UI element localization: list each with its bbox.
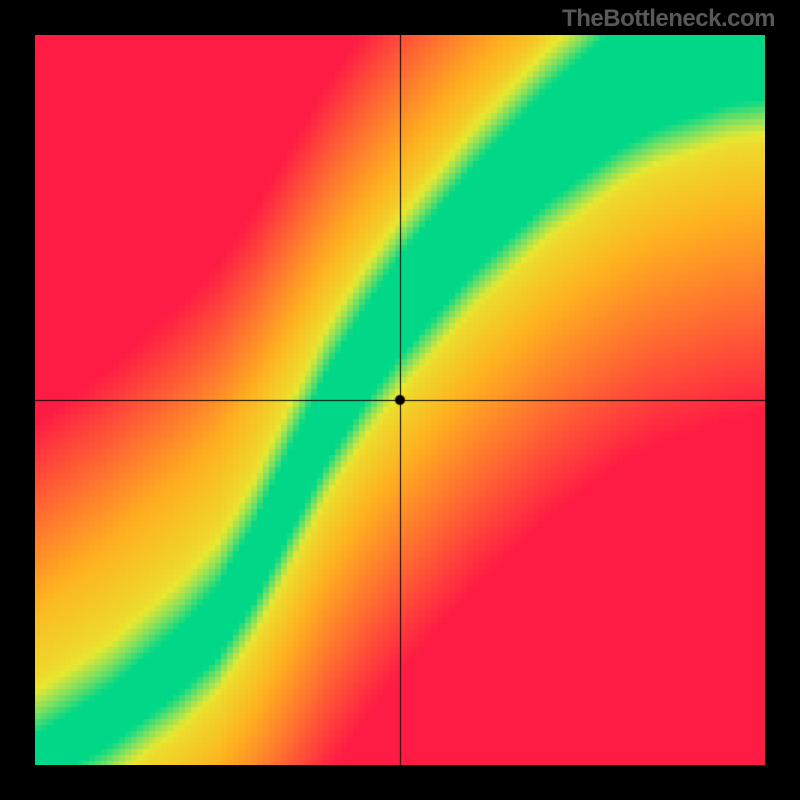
watermark-text: TheBottleneck.com	[562, 5, 775, 33]
heatmap-canvas	[35, 35, 765, 765]
figure-root: TheBottleneck.com	[0, 0, 800, 800]
plot-area	[35, 35, 765, 765]
